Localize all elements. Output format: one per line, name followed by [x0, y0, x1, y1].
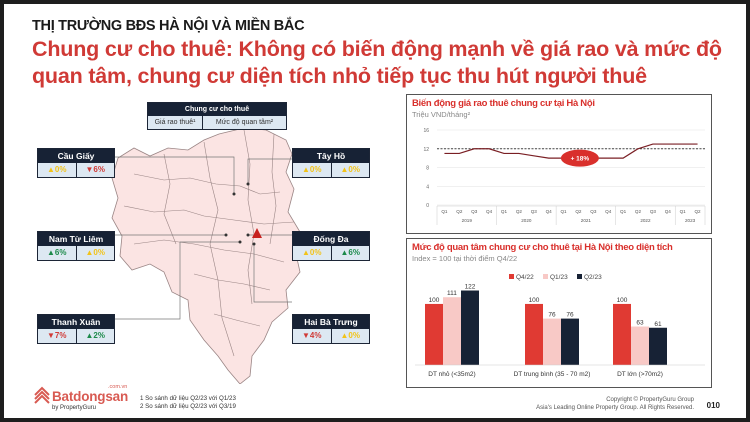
svg-text:Q3: Q3: [531, 209, 538, 214]
interest-change: ▲0%: [340, 331, 360, 340]
svg-text:4: 4: [426, 184, 429, 190]
district-name: Đống Đa: [293, 232, 369, 246]
svg-text:Q4: Q4: [546, 209, 553, 214]
svg-text:DT nhỏ (<35m2): DT nhỏ (<35m2): [428, 370, 475, 378]
logo-house-icon: [34, 386, 50, 404]
legend-col-interest: Mức độ quan tâm²: [215, 119, 274, 126]
district-name: Hai Bà Trưng: [293, 315, 369, 329]
svg-text:Q4: Q4: [665, 209, 672, 214]
footnote-2: 2 So sánh dữ liệu Q2/23 với Q3/19: [140, 403, 236, 410]
district-name: Tây Hồ: [293, 149, 369, 163]
svg-text:Q1: Q1: [680, 209, 687, 214]
slide: THỊ TRƯỜNG BĐS HÀ NỘI VÀ MIỀN BẮC Chung …: [4, 4, 746, 418]
headline: Chung cư cho thuê: Không có biến động mạ…: [32, 37, 722, 88]
district-card-nam-tu-liem: Nam Từ Liêm ▲6% ▲0%: [37, 231, 115, 261]
interest-bar-chart: Q4/22 Q1/23 Q2/23 100 111 122 DT nhỏ (<35m2) 10…: [415, 274, 705, 378]
svg-text:Q1: Q1: [441, 209, 448, 214]
svg-text:76: 76: [566, 312, 574, 319]
price-change: ▲0%: [38, 163, 77, 177]
interest-change: ▲0%: [340, 165, 360, 174]
district-card-cau-giay: Cầu Giấy ▲0% ▼6%: [37, 148, 115, 178]
district-name: Thanh Xuân: [38, 315, 114, 329]
svg-text:2020: 2020: [521, 218, 532, 223]
section-kicker: THỊ TRƯỜNG BĐS HÀ NỘI VÀ MIỀN BẮC: [32, 18, 305, 34]
line-chart-title: Biến động giá rao thuê chung cư tại Hà N…: [412, 98, 595, 109]
interest-change: ▲2%: [85, 331, 105, 340]
copyright-line: Copyright © PropertyGuru Group: [606, 397, 694, 403]
copyright: Copyright © PropertyGuru Group Asia's Le…: [536, 396, 694, 412]
svg-text:100: 100: [429, 297, 440, 304]
district-card-thanh-xuan: Thanh Xuân ▼7% ▲2%: [37, 314, 115, 344]
svg-text:61: 61: [654, 321, 662, 328]
svg-text:Q1: Q1: [560, 209, 567, 214]
district-name: Nam Từ Liêm: [38, 232, 114, 246]
svg-text:Q2: Q2: [635, 209, 642, 214]
svg-text:2021: 2021: [581, 218, 592, 223]
svg-text:100: 100: [529, 297, 540, 304]
svg-text:0: 0: [426, 203, 429, 209]
svg-text:2019: 2019: [462, 218, 473, 223]
svg-text:Q3: Q3: [650, 209, 657, 214]
center-marker-icon: [252, 228, 262, 238]
bar-chart-subtitle: Index = 100 tại thời điểm Q4/22: [412, 254, 518, 263]
svg-text:8: 8: [426, 166, 429, 172]
hanoi-map-panel: Chung cư cho thuê Giá rao thuê¹ Mức độ q…: [4, 94, 404, 384]
price-change: ▼4%: [293, 329, 332, 343]
map-legend: Chung cư cho thuê Giá rao thuê¹ Mức độ q…: [147, 102, 287, 130]
svg-text:Q1: Q1: [620, 209, 627, 214]
svg-text:100: 100: [617, 297, 628, 304]
batdongsan-logo: .com.vn Batdongsan by PropertyGuru: [34, 384, 128, 411]
price-change: ▲0%: [293, 246, 332, 260]
svg-text:Q4: Q4: [486, 209, 493, 214]
legend-title: Chung cư cho thuê: [148, 103, 286, 116]
svg-text:Q4/22: Q4/22: [516, 274, 534, 281]
svg-text:122: 122: [465, 284, 476, 291]
svg-text:+ 18%: + 18%: [571, 156, 590, 163]
svg-text:DT trung bình (35 - 70 m2): DT trung bình (35 - 70 m2): [514, 371, 591, 378]
svg-text:Q1: Q1: [501, 209, 508, 214]
page-number: 010: [706, 401, 720, 410]
svg-text:16: 16: [423, 128, 429, 134]
svg-text:76: 76: [548, 312, 556, 319]
interest-bar-chart-panel: Mức độ quan tâm chung cư cho thuê tại Hà…: [406, 238, 712, 388]
price-change: ▼7%: [38, 329, 77, 343]
footnote-1: 1 So sánh dữ liệu Q2/23 với Q1/23: [140, 395, 236, 402]
logo-domain: .com.vn: [108, 384, 128, 390]
district-card-dong-da: Đống Đa ▲0% ▲6%: [292, 231, 370, 261]
svg-text:DT lớn (>70m2): DT lớn (>70m2): [617, 371, 663, 378]
svg-text:Q3: Q3: [471, 209, 478, 214]
legend-col-price: Giá rao thuê¹: [148, 116, 203, 129]
district-card-tay-ho: Tây Hồ ▲0% ▲0%: [292, 148, 370, 178]
price-change: ▲6%: [38, 246, 77, 260]
line-chart-unit: Triệu VND/tháng²: [412, 110, 471, 119]
svg-text:111: 111: [447, 290, 457, 297]
logo-name: Batdongsan: [52, 389, 129, 404]
svg-text:Q3: Q3: [590, 209, 597, 214]
bar-chart-title: Mức độ quan tâm chung cư cho thuê tại Hà…: [412, 242, 673, 253]
svg-text:Q4: Q4: [605, 209, 612, 214]
svg-text:Q2: Q2: [456, 209, 463, 214]
svg-text:Q2: Q2: [575, 209, 582, 214]
svg-text:63: 63: [636, 320, 644, 327]
svg-text:2023: 2023: [685, 218, 696, 223]
interest-change: ▲6%: [340, 248, 360, 257]
district-name: Cầu Giấy: [38, 149, 114, 163]
svg-text:Q2: Q2: [694, 209, 701, 214]
svg-text:2022: 2022: [640, 218, 651, 223]
interest-change: ▲0%: [85, 248, 105, 257]
logo-sub: by PropertyGuru: [52, 405, 97, 411]
svg-text:Q2: Q2: [516, 209, 523, 214]
price-line-chart: 0 4 8 12 16 Q1 Q2 Q3 Q4 Q1 Q2 Q3 Q4 Q1 Q2 Q3 Q4 Q1 Q2 Q3 Q4 Q…: [423, 128, 706, 225]
interest-change: ▼6%: [85, 165, 105, 174]
price-trend-chart-panel: Biến động giá rao thuê chung cư tại Hà N…: [406, 94, 712, 234]
svg-text:Q2/23: Q2/23: [584, 274, 602, 281]
svg-text:Q1/23: Q1/23: [550, 274, 568, 281]
svg-text:12: 12: [423, 147, 429, 153]
copyright-tagline: Asia's Leading Online Property Group. Al…: [536, 405, 694, 411]
price-change: ▲0%: [293, 163, 332, 177]
district-card-hai-ba-trung: Hai Bà Trưng ▼4% ▲0%: [292, 314, 370, 344]
footnotes: 1 So sánh dữ liệu Q2/23 với Q1/23 2 So s…: [140, 395, 236, 411]
hanoi-district-map: [104, 127, 301, 384]
